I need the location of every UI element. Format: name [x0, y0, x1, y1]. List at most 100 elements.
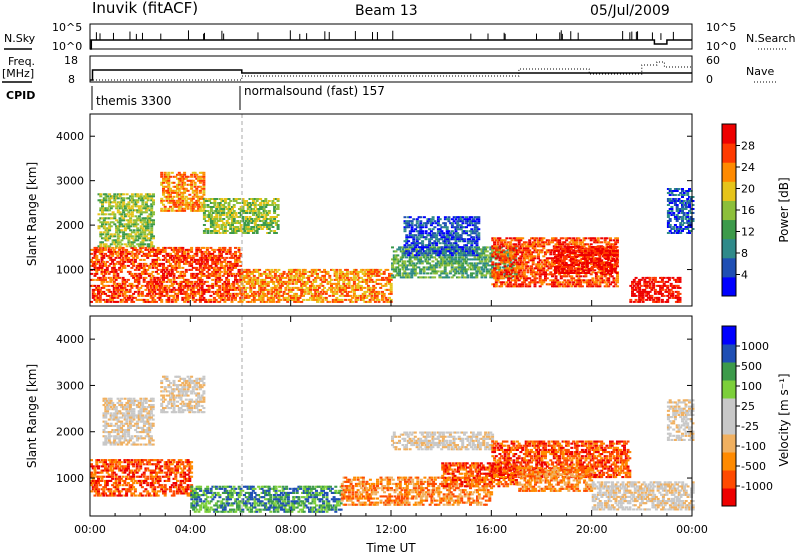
range-gate-cell [193, 294, 197, 297]
range-gate-cell [108, 235, 112, 238]
range-gate-cell [223, 248, 227, 251]
range-gate-cell [266, 268, 270, 271]
range-gate-cell [473, 242, 477, 245]
range-gate-cell [172, 195, 176, 198]
range-gate-cell [498, 273, 502, 276]
range-gate-cell [420, 276, 424, 279]
range-gate-cell [186, 278, 190, 281]
range-gate-cell [475, 258, 479, 261]
range-gate-cell [155, 260, 158, 263]
range-gate-cell [310, 294, 314, 297]
range-gate-cell [457, 264, 461, 267]
range-gate-cell [204, 300, 208, 303]
range-gate-cell [382, 278, 386, 281]
range-gate-cell [314, 272, 318, 275]
range-gate-cell [470, 244, 474, 247]
range-gate-cell [109, 207, 113, 210]
range-gate-cell [537, 239, 540, 242]
range-gate-cell [137, 245, 141, 248]
freq-tick-top: 18 [64, 54, 78, 67]
range-gate-cell [537, 263, 540, 266]
range-gate-cell [466, 254, 470, 257]
range-gate-cell [225, 252, 229, 255]
range-gate-cell [259, 280, 263, 283]
range-gate-cell [445, 254, 449, 257]
range-gate-cell [475, 276, 479, 279]
range-gate-cell [526, 271, 530, 274]
range-gate-cell [91, 260, 95, 263]
range-gate-cell [112, 276, 116, 279]
range-gate-cell [501, 277, 505, 280]
range-gate-cell [170, 282, 174, 285]
range-gate-cell [524, 263, 528, 266]
range-gate-cell [249, 276, 253, 279]
range-gate-cell [237, 284, 241, 287]
range-gate-cell [155, 248, 158, 251]
range-gate-cell [271, 222, 275, 224]
range-gate-cell [493, 241, 497, 244]
range-gate-cell [494, 283, 498, 286]
range-gate-cell [331, 292, 335, 295]
range-gate-cell [132, 274, 136, 277]
range-gate-cell [342, 290, 346, 293]
range-gate-cell [152, 201, 155, 204]
range-gate-cell [197, 260, 201, 263]
range-gate-cell [531, 279, 535, 282]
range-gate-cell [264, 214, 268, 216]
range-gate-cell [257, 216, 261, 218]
range-gate-cell [266, 274, 270, 277]
range-gate-cell [252, 220, 255, 222]
range-gate-cell [239, 276, 243, 279]
range-gate-cell [337, 282, 341, 285]
range-gate-cell [228, 294, 232, 297]
range-gate-cell [200, 203, 204, 206]
range-gate-cell [544, 275, 547, 278]
range-gate-cell [459, 264, 463, 267]
range-gate-cell [421, 246, 425, 249]
range-gate-cell [286, 274, 290, 277]
range-gate-cell [230, 274, 234, 277]
range-gate-cell [273, 232, 277, 234]
range-gate-cell [200, 274, 204, 277]
range-gate-cell [248, 216, 252, 218]
range-gate-cell [354, 296, 358, 299]
range-gate-cell [195, 298, 199, 301]
range-gate-cell [129, 235, 133, 238]
range-gate-cell [458, 220, 461, 223]
range-gate-cell [250, 220, 254, 222]
range-gate-cell [517, 265, 521, 268]
range-gate-cell [160, 197, 164, 200]
range-gate-cell [512, 261, 516, 264]
range-gate-cell [261, 284, 265, 287]
range-gate-cell [535, 267, 539, 270]
range-gate-cell [234, 292, 237, 295]
range-gate-cell [310, 270, 314, 273]
range-gate-cell [412, 246, 416, 249]
range-gate-cell [277, 286, 281, 289]
range-gate-cell [179, 177, 183, 180]
range-gate-cell [195, 266, 199, 269]
range-gate-cell [163, 207, 167, 210]
range-gate-cell [115, 225, 119, 228]
range-gate-cell [530, 269, 533, 272]
range-gate-cell [211, 220, 215, 222]
range-gate-cell [127, 233, 131, 236]
range-gate-cell [97, 298, 100, 301]
range-gate-cell [279, 284, 283, 287]
range-gate-cell [186, 183, 190, 186]
range-gate-cell [514, 281, 518, 284]
range-gate-cell [260, 206, 264, 208]
range-gate-cell [123, 229, 127, 232]
range-gate-cell [197, 262, 201, 265]
range-gate-cell [407, 224, 411, 227]
range-gate-cell [188, 179, 192, 182]
range-gate-cell [237, 274, 241, 277]
range-gate-cell [412, 250, 416, 253]
range-gate-cell [449, 252, 453, 255]
range-gate-cell [209, 206, 213, 208]
range-gate-cell [133, 290, 137, 293]
range-gate-cell [129, 221, 133, 224]
range-gate-cell [191, 290, 195, 293]
range-gate-cell [500, 285, 504, 288]
range-gate-cell [319, 278, 323, 281]
